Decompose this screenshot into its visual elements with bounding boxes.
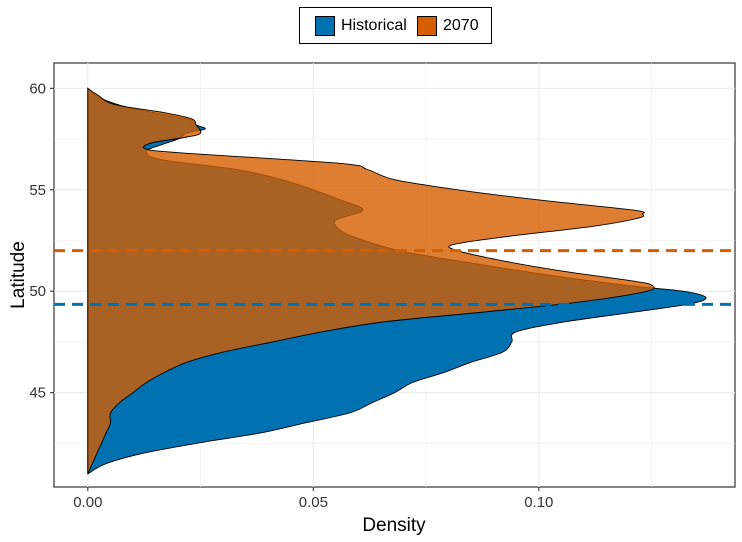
x-axis-title: Density (362, 515, 426, 536)
panel-border (53, 62, 736, 488)
y-axis-ticks: 45 50 55 60 (29, 80, 54, 402)
legend-item-2070: 2070 (417, 15, 479, 37)
density-area-2070 (87, 87, 655, 475)
legend: Historical 2070 (299, 7, 492, 44)
x-tick-label: 0.10 (524, 494, 553, 511)
legend-label-historical: Historical (341, 17, 407, 34)
y-tick-label: 55 (29, 182, 46, 199)
y-axis-title: Latitude (8, 241, 29, 309)
legend-key-historical (315, 16, 335, 36)
y-tick-label: 45 (29, 385, 46, 402)
x-tick-label: 0.05 (299, 494, 328, 511)
legend-key-2070 (417, 16, 437, 36)
mean-lines (54, 249, 735, 306)
x-axis-ticks: 0.00 0.05 0.10 (73, 487, 553, 511)
legend-label-2070: 2070 (443, 17, 479, 34)
y-tick-label: 50 (29, 283, 46, 300)
legend-item-historical: Historical (315, 15, 407, 37)
y-tick-label: 60 (29, 80, 46, 97)
density-areas (87, 87, 707, 475)
x-tick-label: 0.00 (73, 494, 102, 511)
